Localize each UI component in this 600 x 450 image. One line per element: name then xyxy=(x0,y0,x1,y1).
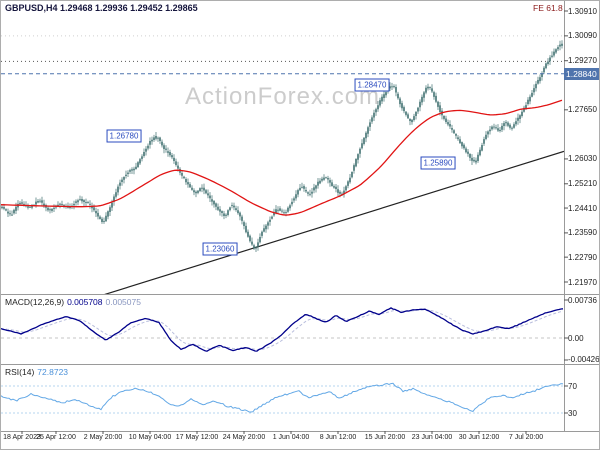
swing-price-annotation[interactable]: 1.25890 xyxy=(420,156,456,170)
rsi-value: 72.8723 xyxy=(37,367,69,377)
axes-chrome xyxy=(1,1,599,434)
time-axis-label: 10 May 04:00 xyxy=(128,434,172,441)
rsi-axis-label: 30 xyxy=(568,408,577,418)
time-axis-label: 1 Jun 04:00 xyxy=(272,434,310,441)
price-axis-label: 1.30910 xyxy=(568,6,597,16)
macd-value-signal: 0.005075 xyxy=(105,297,141,307)
main-price-panel xyxy=(1,35,564,295)
time-axis-label: 24 May 20:00 xyxy=(222,434,266,441)
rsi-name: RSI(14) xyxy=(5,367,35,377)
price-axis-label: 1.27650 xyxy=(568,105,597,115)
current-price-tag: 1.28840 xyxy=(564,67,599,80)
time-axis-label: 2 May 20:00 xyxy=(83,434,123,441)
time-axis-label: 25 Apr 12:00 xyxy=(36,434,76,441)
candle-wicks xyxy=(1,40,563,252)
macd-value-main: 0.005708 xyxy=(67,297,103,307)
price-axis-label: 1.26030 xyxy=(568,154,597,164)
candle-bodies xyxy=(1,43,563,249)
time-axis-label: 15 Jun 20:00 xyxy=(364,434,406,441)
time-axis-label: 18 Apr 2023 xyxy=(3,434,41,441)
rsi-line xyxy=(1,382,564,413)
price-axis-label: 1.21970 xyxy=(568,277,597,287)
price-axis-label: 1.30090 xyxy=(568,31,597,41)
rsi-indicator-label: RSI(14) 72.8723 xyxy=(5,367,68,377)
symbol-ohlc-label: GBPUSD,H4 1.29468 1.29936 1.29452 1.2986… xyxy=(5,3,198,13)
fib-extension-label: FE 61.8 xyxy=(533,3,563,13)
trendline[interactable] xyxy=(101,150,564,295)
macd-main-line xyxy=(1,307,564,352)
swing-price-annotation[interactable]: 1.23060 xyxy=(202,242,238,256)
macd-axis-label: -0.00426 xyxy=(568,355,600,365)
macd-panel xyxy=(1,307,564,352)
time-axis-label: 30 Jun 12:00 xyxy=(458,434,500,441)
swing-price-annotation[interactable]: 1.26780 xyxy=(106,129,142,143)
price-axis-label: 1.24410 xyxy=(568,203,597,213)
moving-average-line xyxy=(1,99,563,216)
price-axis-label: 1.29270 xyxy=(568,56,597,66)
swing-price-annotation[interactable]: 1.28470 xyxy=(354,78,390,92)
macd-signal-line xyxy=(1,309,564,351)
watermark: ActionForex.com xyxy=(184,83,381,110)
price-axis-label: 1.22790 xyxy=(568,252,597,262)
macd-name: MACD(12,26,9) xyxy=(5,297,65,307)
time-axis-label: 8 Jun 12:00 xyxy=(319,434,357,441)
time-axis-label: 17 May 12:00 xyxy=(175,434,219,441)
rsi-panel xyxy=(1,382,564,414)
macd-axis-label: 0.00 xyxy=(568,333,584,343)
rsi-axis-label: 70 xyxy=(568,381,577,391)
macd-axis-label: 0.00736 xyxy=(568,295,597,305)
time-axis-label: 23 Jun 04:00 xyxy=(411,434,453,441)
macd-indicator-label: MACD(12,26,9) 0.005708 0.005075 xyxy=(5,297,141,307)
price-axis-label: 1.25210 xyxy=(568,179,597,189)
time-axis-label: 7 Jul 20:00 xyxy=(508,434,544,441)
price-axis-label: 1.23590 xyxy=(568,228,597,238)
